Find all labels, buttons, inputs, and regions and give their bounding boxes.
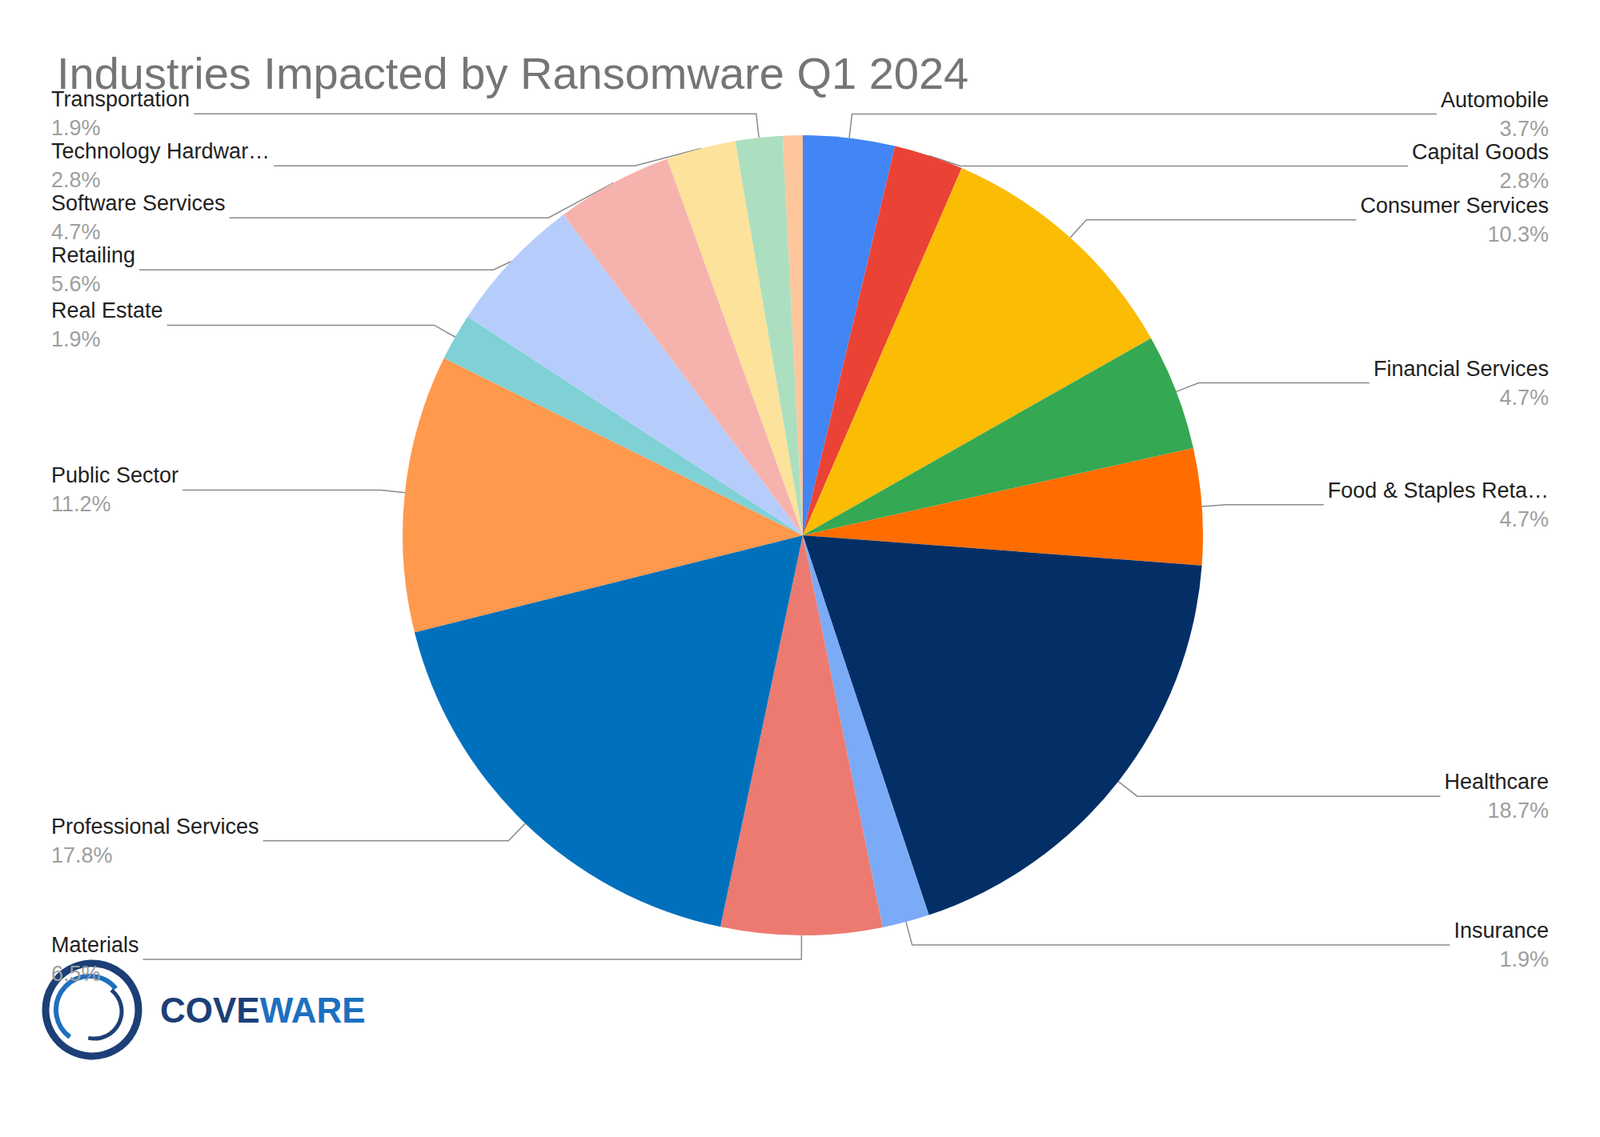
svg-text:Industries Impacted by Ransomw: Industries Impacted by Ransomware Q1 202… [56, 48, 969, 99]
svg-text:11.2%: 11.2% [51, 492, 112, 517]
svg-text:5.6%: 5.6% [51, 272, 101, 297]
svg-text:2.8%: 2.8% [1499, 168, 1549, 193]
svg-text:Public Sector: Public Sector [51, 463, 179, 488]
svg-text:1.9%: 1.9% [1499, 947, 1549, 972]
svg-text:Transportation: Transportation [51, 87, 190, 112]
svg-text:Automobile: Automobile [1440, 88, 1549, 113]
svg-text:Financial Services: Financial Services [1373, 356, 1549, 381]
svg-text:18.7%: 18.7% [1487, 798, 1549, 823]
svg-text:Materials: Materials [51, 933, 140, 958]
svg-text:17.8%: 17.8% [51, 843, 113, 868]
svg-text:Real Estate: Real Estate [51, 298, 164, 323]
svg-text:1.9%: 1.9% [51, 116, 101, 141]
svg-text:Professional Services: Professional Services [51, 814, 260, 839]
svg-text:4.7%: 4.7% [1499, 385, 1549, 410]
svg-text:2.8%: 2.8% [51, 168, 101, 193]
svg-text:3.7%: 3.7% [1499, 116, 1549, 141]
svg-text:Software Services: Software Services [51, 191, 226, 216]
svg-text:Food & Staples Reta…: Food & Staples Reta… [1327, 478, 1549, 503]
svg-text:Capital Goods: Capital Goods [1411, 140, 1549, 165]
svg-text:COVE: COVE [160, 990, 261, 1031]
svg-text:Healthcare: Healthcare [1443, 769, 1549, 794]
svg-text:Insurance: Insurance [1453, 918, 1549, 943]
svg-text:Consumer Services: Consumer Services [1359, 193, 1549, 218]
svg-text:4.7%: 4.7% [1499, 507, 1549, 532]
svg-text:Technology Hardwar…: Technology Hardwar… [51, 139, 270, 164]
svg-text:Retailing: Retailing [51, 243, 136, 268]
svg-text:6.5%: 6.5% [51, 962, 101, 987]
svg-text:4.7%: 4.7% [51, 220, 101, 245]
svg-text:1.9%: 1.9% [51, 327, 101, 352]
svg-text:WARE: WARE [260, 990, 366, 1031]
svg-text:10.3%: 10.3% [1487, 222, 1549, 247]
